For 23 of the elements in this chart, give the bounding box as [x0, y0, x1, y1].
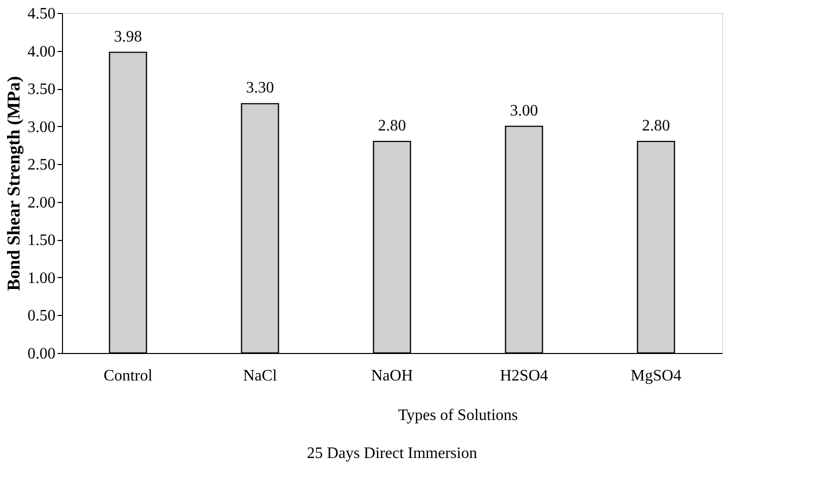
data-label: 3.30 — [246, 80, 274, 97]
x-tick-label: NaCl — [243, 368, 278, 384]
y-axis-title: Bond Shear Strength (MPa) — [4, 76, 24, 291]
data-label: 3.98 — [114, 28, 142, 46]
x-axis-title: 25 Days Direct Immersion — [306, 445, 478, 462]
x-tick-label: H2SO4 — [500, 368, 548, 384]
y-tick-label: 4.00 — [28, 43, 56, 60]
data-label: 2.80 — [378, 117, 406, 134]
x-tick-label: Control — [104, 368, 153, 384]
x-tick-label: NaOH — [371, 368, 414, 384]
data-label: 3.00 — [510, 102, 538, 120]
text: Types of Solutions — [398, 407, 518, 424]
y-tick-label: 2.00 — [28, 194, 56, 212]
y-tick-label: 3.00 — [28, 118, 56, 136]
y-tick-label: 4.50 — [28, 6, 56, 22]
y-tick-label: 2.50 — [28, 156, 56, 174]
x-tick-label: MgSO4 — [630, 368, 682, 384]
y-tick-label: 1.50 — [28, 232, 56, 250]
y-tick-label: 1.00 — [28, 270, 56, 287]
y-tick-label: 0.00 — [28, 346, 56, 362]
y-tick-label: 0.50 — [28, 308, 56, 325]
y-tick-label: 3.50 — [28, 81, 56, 98]
data-label: 2.80 — [642, 117, 670, 134]
